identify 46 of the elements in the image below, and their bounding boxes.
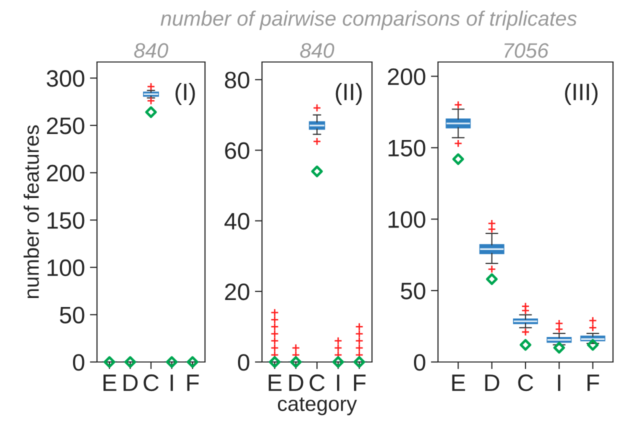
y-tick-label: 200 [388,68,426,86]
point [520,339,532,351]
x-tick-label: F [354,374,366,391]
y-tick-label: 0 [72,354,84,371]
annotation: (II) [336,83,362,105]
chart-title: 7056 [504,43,549,58]
y-tick-label: 100 [388,211,426,228]
chart-title: 840 [134,43,168,58]
point [452,153,464,165]
chart-title: 840 [300,43,334,58]
x-tick-label: E [104,374,116,391]
x-tick-label: C [518,374,534,392]
point [553,342,566,354]
x-tick-label: E [452,374,466,391]
x-tick-label: D [485,374,500,391]
y-tick-label: 20 [225,283,250,300]
y-tick-label: 0 [238,354,250,371]
y-tick-label: 250 [46,117,84,134]
text: number of pairwise comparisons of triplicates [160,10,577,30]
y-tick-label: 0 [414,354,426,371]
y-tick-label: 150 [48,212,84,229]
x-axis-title: category [278,397,357,416]
x-tick-label: F [187,374,199,391]
x-tick-label: E [268,374,282,391]
y-tick-label: 300 [46,70,84,87]
point [486,273,498,285]
y-tick-label: 40 [224,212,250,230]
y-tick-label: 50 [400,282,426,300]
x-tick-label: I [170,374,173,391]
x-tick-label: D [124,374,138,391]
y-tick-label: 200 [46,164,84,182]
x-tick-label: C [144,374,159,392]
y-tick-label: 60 [225,142,250,160]
annotation: (I) [176,83,195,105]
y-tick-label: 50 [60,306,84,324]
y-axis-title: number of features [24,125,39,298]
x-tick-label: I [558,374,560,391]
x-tick-label: D [289,374,304,391]
x-tick-label: F [588,374,600,391]
y-tick-label: 150 [388,140,426,156]
y-tick-label: 80 [224,72,250,88]
y-tick-label: 100 [48,259,84,276]
x-tick-label: C [310,374,325,392]
x-tick-label: I [337,374,340,391]
annotation: (III) [565,83,598,105]
point [586,339,599,351]
